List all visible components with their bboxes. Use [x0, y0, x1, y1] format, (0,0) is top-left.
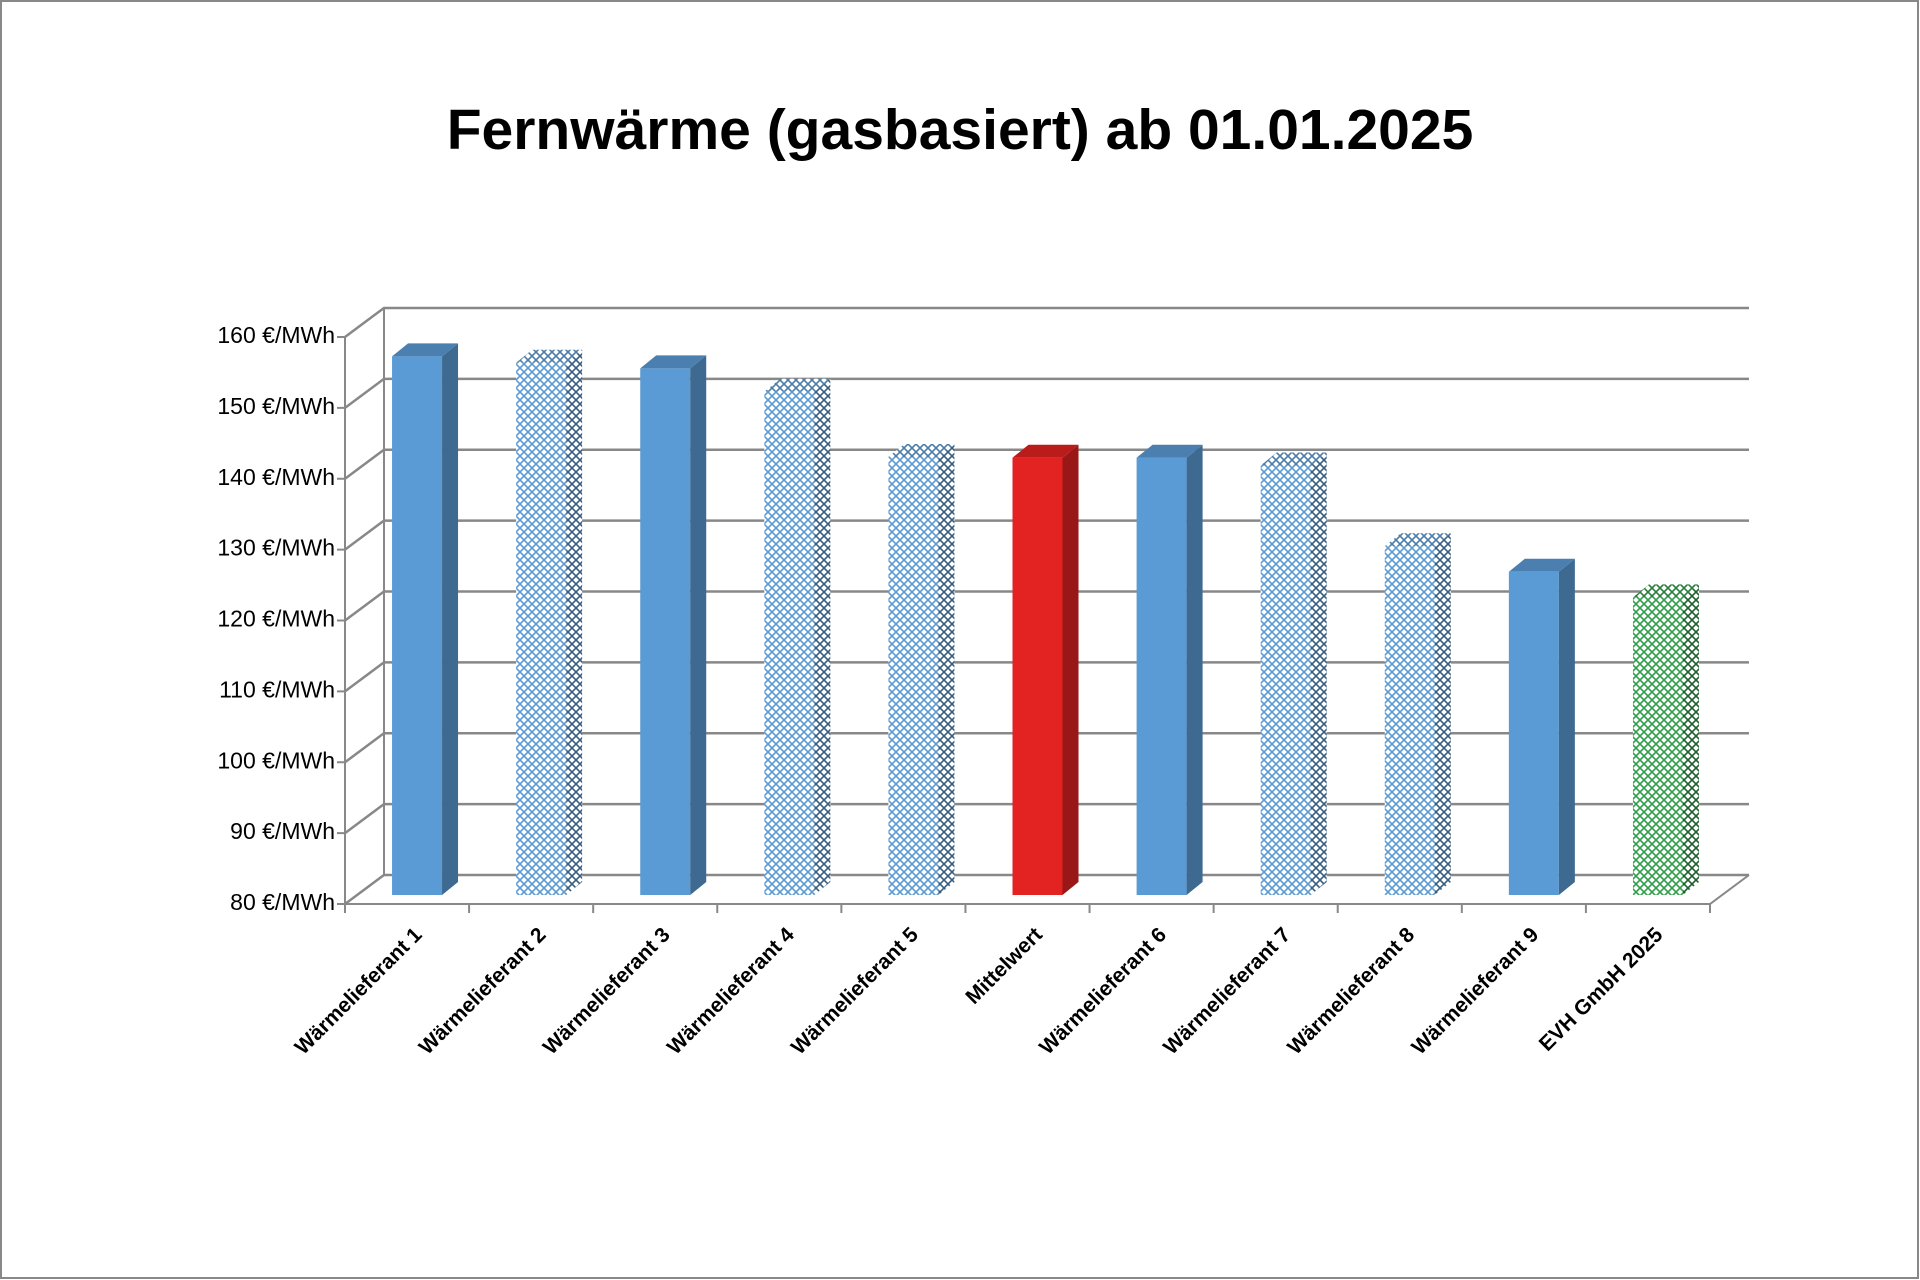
- y-tick-label: 110 €/MWh: [219, 676, 335, 702]
- y-tick-label: 80 €/MWh: [230, 889, 335, 915]
- bar-front: [1384, 546, 1435, 895]
- bar: [1384, 533, 1451, 895]
- bar-top: [1384, 533, 1451, 547]
- bar-front: [764, 391, 815, 895]
- bar-side: [938, 443, 955, 895]
- bar-top: [1260, 452, 1327, 466]
- bar-side: [1682, 584, 1699, 895]
- y-tick-label: 150 €/MWh: [217, 393, 335, 419]
- bar-front: [1012, 457, 1063, 895]
- bar-side: [1434, 533, 1451, 895]
- bar: [640, 355, 707, 895]
- bar-front: [1260, 465, 1311, 895]
- bar: [1632, 584, 1699, 895]
- bar: [1508, 558, 1575, 895]
- bar: [1012, 444, 1079, 895]
- bar-front: [1632, 597, 1683, 895]
- bar-front: [640, 368, 691, 895]
- bar-top: [764, 378, 831, 392]
- bar-side: [1062, 444, 1079, 895]
- chart-title: Fernwärme (gasbasiert) ab 01.01.2025: [447, 98, 1474, 162]
- bar: [764, 378, 831, 896]
- bar-side: [566, 349, 583, 895]
- bar: [1260, 452, 1327, 895]
- bar-side: [1186, 444, 1203, 895]
- bar-top: [640, 355, 707, 369]
- bar: [1136, 444, 1203, 895]
- bar-top: [1508, 558, 1575, 572]
- bar-side: [690, 355, 707, 895]
- bar-side: [442, 343, 459, 896]
- bar: [392, 343, 459, 896]
- bar-front: [1508, 571, 1559, 895]
- y-tick-label: 130 €/MWh: [217, 535, 335, 561]
- y-tick-label: 160 €/MWh: [217, 322, 335, 348]
- bar-front: [516, 362, 567, 895]
- bar-side: [1558, 558, 1575, 895]
- bar: [516, 349, 583, 895]
- y-tick-label: 120 €/MWh: [217, 606, 335, 632]
- y-tick-label: 140 €/MWh: [217, 464, 335, 490]
- bar-front: [888, 456, 939, 895]
- bar-top: [1632, 584, 1699, 598]
- bar-side: [814, 378, 831, 896]
- bar-top: [392, 343, 459, 357]
- y-tick-label: 100 €/MWh: [217, 747, 335, 773]
- bar-top: [516, 349, 583, 363]
- bar-top: [1136, 444, 1203, 458]
- y-tick-label: 90 €/MWh: [230, 818, 335, 844]
- grid-line: [344, 377, 1749, 409]
- bar-top: [1012, 444, 1079, 458]
- bar-side: [1310, 452, 1327, 895]
- grid-line: [344, 448, 1749, 480]
- bar-front: [392, 356, 443, 896]
- bar: [888, 443, 955, 895]
- bar-front: [1136, 457, 1187, 895]
- bar-top: [888, 443, 955, 457]
- grid-line: [344, 306, 1749, 339]
